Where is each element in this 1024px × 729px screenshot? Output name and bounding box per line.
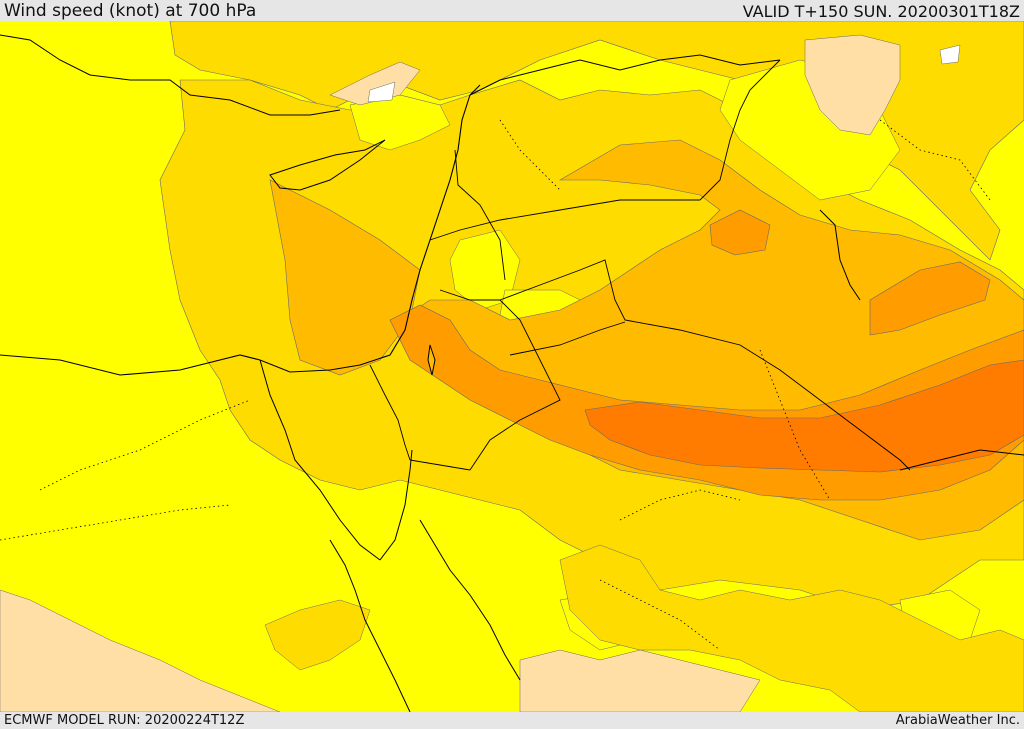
- field-band-2-patch: [264, 599, 371, 671]
- border-egypt-israel: [369, 364, 411, 461]
- model-run-label: ECMWF MODEL RUN: 20200224T12Z: [4, 713, 245, 728]
- credit-label: ArabiaWeather Inc.: [895, 713, 1020, 728]
- coastline-red-sea-west: [329, 539, 411, 712]
- field-band-4-northeast: [869, 261, 991, 336]
- field-band-2-south: [559, 544, 1024, 712]
- border-syria: [454, 149, 506, 281]
- field-band-low-south: [519, 649, 761, 712]
- region-boundary: [499, 119, 561, 191]
- border-iraq-iran: [699, 59, 781, 201]
- border-north: [469, 54, 781, 96]
- field-band-low-southwest: [0, 589, 281, 712]
- coastline-suez: [259, 359, 381, 561]
- dead-sea: [427, 344, 436, 376]
- field-band-5-core: [584, 359, 1024, 473]
- footer-bar: ECMWF MODEL RUN: 20200224T12Z ArabiaWeat…: [0, 712, 1024, 729]
- map-canvas: [0, 21, 1024, 712]
- field-band-lowest: [939, 44, 961, 65]
- wind-speed-map: [0, 21, 1024, 712]
- field-band-low-north: [329, 61, 421, 106]
- border-syria-iraq: [429, 199, 700, 241]
- field-band-1-island: [449, 229, 521, 311]
- coastline-cyprus: [269, 139, 386, 191]
- coastline-med: [0, 84, 481, 376]
- border-aqaba: [409, 459, 471, 471]
- coastline-gulf: [899, 449, 1024, 471]
- valid-time-label: VALID T+150 SUN. 20200301T18Z: [742, 2, 1020, 21]
- field-band-4-patch: [709, 209, 771, 256]
- field-band-low-north: [804, 34, 901, 136]
- map-title: Wind speed (knot) at 700 hPa: [4, 1, 257, 21]
- border-jordan-iraq-saudi: [499, 259, 911, 471]
- border-jordan: [439, 289, 561, 471]
- field-band-3-west: [269, 179, 421, 376]
- field-band-1-island: [349, 94, 451, 151]
- region-boundary: [0, 504, 231, 541]
- coastline-aqaba: [379, 449, 413, 561]
- coastline-red-sea-east: [419, 519, 521, 681]
- field-band-lowest: [367, 81, 396, 103]
- lake-outline: [819, 209, 861, 301]
- coastline-anatolia: [0, 34, 341, 116]
- header-bar: Wind speed (knot) at 700 hPa VALID T+150…: [0, 0, 1024, 21]
